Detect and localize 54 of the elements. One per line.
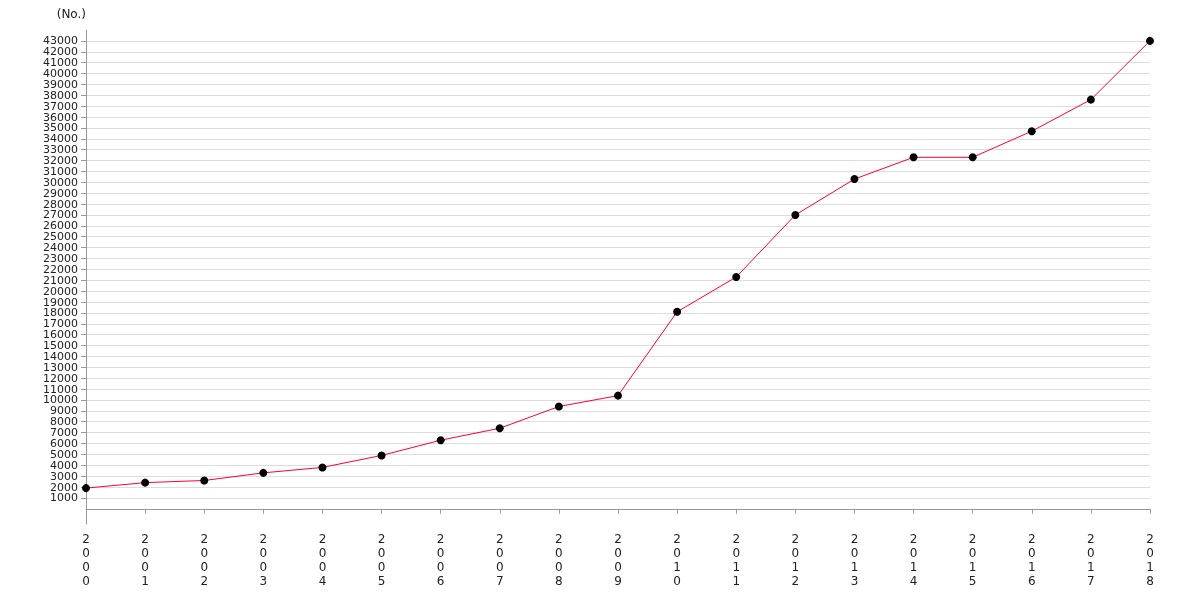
y-tick-label: 16000 bbox=[43, 328, 78, 342]
y-tick-label: 38000 bbox=[43, 88, 78, 102]
y-tick-label: 33000 bbox=[43, 143, 78, 157]
y-tick-label: 29000 bbox=[43, 186, 78, 200]
y-tick-label: 24000 bbox=[43, 241, 78, 255]
x-tick-label: 2009 bbox=[614, 532, 622, 588]
y-tick-label: 18000 bbox=[43, 306, 78, 320]
x-tick-label: 2014 bbox=[909, 532, 918, 588]
x-tick-label: 2017 bbox=[1087, 532, 1095, 588]
x-tick-label: 2011 bbox=[732, 532, 741, 588]
y-tick-label: 26000 bbox=[43, 219, 78, 233]
y-tick-label: 37000 bbox=[43, 99, 78, 113]
x-tick-label: 2012 bbox=[791, 532, 800, 588]
y-tick-label: 5000 bbox=[50, 447, 78, 461]
y-axis-title: (No.) bbox=[56, 7, 86, 21]
x-tick-label: 2018 bbox=[1146, 532, 1154, 588]
x-tick-label: 2016 bbox=[1027, 532, 1036, 588]
x-tick-label: 2006 bbox=[436, 532, 445, 588]
y-tick-label: 13000 bbox=[43, 360, 78, 374]
x-tick-label: 2010 bbox=[673, 532, 681, 588]
x-tick-label: 2002 bbox=[200, 532, 209, 588]
y-tick-label: 20000 bbox=[43, 284, 78, 298]
y-tick-label: 3000 bbox=[50, 469, 78, 483]
x-tick-label: 2008 bbox=[555, 532, 563, 588]
y-tick-label: 23000 bbox=[43, 252, 78, 265]
x-tick-label: 2007 bbox=[495, 532, 504, 588]
x-tick-label: 2003 bbox=[259, 532, 268, 588]
y-tick-label: 4000 bbox=[50, 458, 78, 472]
y-tick-label: 34000 bbox=[43, 132, 78, 146]
y-tick-label: 35000 bbox=[43, 121, 78, 135]
y-tick-label: 36000 bbox=[43, 110, 78, 124]
x-tick-label: 2005 bbox=[377, 532, 386, 588]
y-tick-label: 22000 bbox=[43, 262, 78, 276]
x-tick-label: 2001 bbox=[141, 532, 149, 588]
y-tick-label: 19000 bbox=[43, 295, 78, 309]
y-tick-label: 10000 bbox=[43, 393, 78, 407]
y-tick-label: 41000 bbox=[43, 56, 78, 70]
y-tick-label: 17000 bbox=[43, 317, 78, 331]
y-tick-label: 2000 bbox=[50, 480, 78, 494]
y-tick-label: 1000 bbox=[50, 491, 78, 505]
y-tick-label: 25000 bbox=[43, 230, 78, 244]
y-tick-label: 12000 bbox=[43, 371, 78, 385]
x-tick-label: 2004 bbox=[318, 532, 327, 588]
y-tick-label: 8000 bbox=[50, 415, 78, 429]
y-tick-label: 42000 bbox=[43, 45, 78, 59]
y-tick-label: 28000 bbox=[43, 197, 78, 211]
x-tick-label: 2013 bbox=[850, 532, 859, 588]
y-tick-label: 43000 bbox=[43, 34, 78, 48]
x-tick-label: 2015 bbox=[968, 532, 977, 588]
y-tick-label: 21000 bbox=[43, 273, 78, 287]
y-tick-label: 9000 bbox=[50, 404, 78, 418]
y-tick-label: 30000 bbox=[43, 175, 78, 189]
y-tick-label: 27000 bbox=[43, 208, 78, 222]
y-tick-label: 11000 bbox=[43, 382, 78, 396]
